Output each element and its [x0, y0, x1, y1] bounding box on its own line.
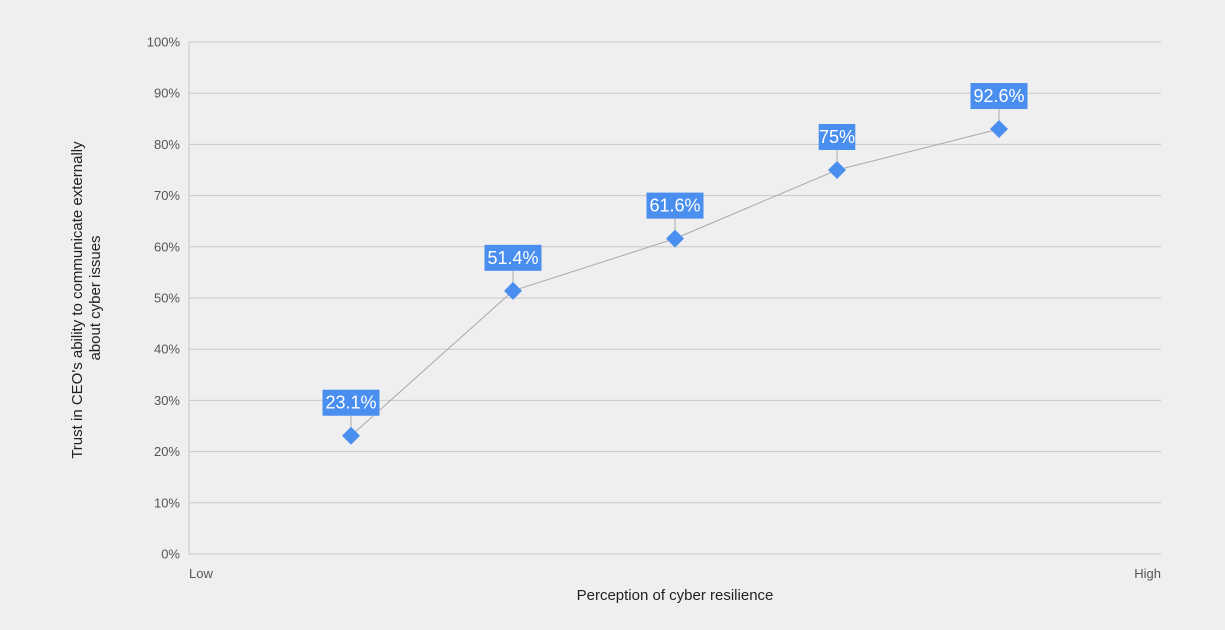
y-tick-label: 50%: [154, 291, 180, 306]
y-axis-tick-labels: 0% 10% 20% 30% 40% 50% 60% 70% 80% 90% 100%: [147, 35, 181, 562]
y-tick-label: 10%: [154, 495, 180, 510]
data-label-box: [818, 124, 856, 150]
data-point-marker: [828, 161, 846, 179]
y-tick-label: 100%: [147, 35, 181, 50]
data-labels: 23.1% 51.4% 61.6% 75% 92.6%: [322, 83, 1028, 427]
data-point-marker: [666, 229, 684, 248]
data-label: 51.4%: [487, 248, 538, 268]
y-tick-label: 0%: [161, 547, 180, 562]
grid-lines: [188, 41, 1161, 555]
y-tick-label: 40%: [154, 342, 180, 357]
data-label: 92.6%: [973, 86, 1024, 106]
y-tick-label: 80%: [154, 137, 180, 152]
data-label: 61.6%: [649, 196, 700, 216]
y-axis-title-line-1: Trust in CEO's ability to communicate ex…: [69, 141, 86, 459]
series-line-group: [350, 128, 1000, 437]
x-axis-tick-labels: Low High: [189, 566, 1161, 581]
y-tick-label: 60%: [154, 239, 180, 254]
y-tick-label: 90%: [154, 86, 180, 101]
data-label: 23.1%: [325, 393, 376, 413]
data-point-marker: [504, 281, 522, 300]
data-label-box: [646, 192, 704, 219]
x-axis-title: Perception of cyber resilience: [577, 587, 774, 604]
data-label-box: [970, 83, 1028, 110]
y-tick-label: 70%: [154, 188, 180, 203]
x-tick-label-low: Low: [189, 566, 213, 581]
y-tick-label: 20%: [154, 444, 180, 459]
data-label: 75%: [819, 127, 855, 147]
y-axis-title: Trust in CEO's ability to communicate ex…: [69, 137, 104, 459]
x-tick-label-high: High: [1134, 566, 1161, 581]
y-tick-label: 30%: [154, 393, 180, 408]
y-axis-title-line-2: about cyber issues: [87, 235, 104, 360]
series-line: [350, 128, 1000, 437]
data-markers: [342, 120, 1008, 445]
data-point-marker: [990, 120, 1008, 139]
data-label-box: [484, 244, 542, 271]
data-label-box: [322, 389, 380, 416]
data-point-marker: [342, 426, 360, 445]
